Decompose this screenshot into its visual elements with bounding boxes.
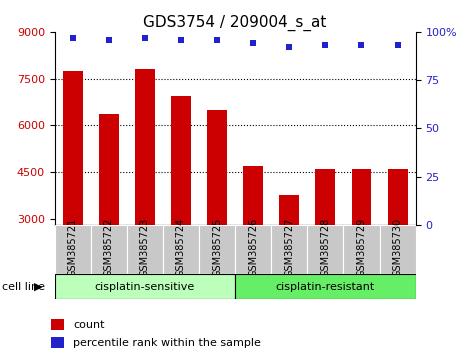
Text: GSM385723: GSM385723: [140, 217, 150, 277]
Bar: [163, 225, 199, 274]
Bar: [343, 225, 380, 274]
Point: [322, 42, 329, 48]
Text: cisplatin-resistant: cisplatin-resistant: [276, 282, 375, 292]
Bar: [51, 337, 64, 348]
Text: GSM385727: GSM385727: [284, 217, 294, 277]
Bar: [91, 225, 127, 274]
Bar: [51, 319, 64, 330]
Bar: [135, 69, 155, 225]
Text: GSM385729: GSM385729: [356, 217, 367, 277]
Bar: [55, 274, 235, 299]
Bar: [271, 225, 307, 274]
Text: GSM385728: GSM385728: [320, 217, 331, 277]
Bar: [127, 225, 163, 274]
Point: [141, 35, 149, 40]
Bar: [380, 225, 416, 274]
Bar: [352, 169, 371, 225]
Text: GSM385724: GSM385724: [176, 217, 186, 277]
Text: cisplatin-sensitive: cisplatin-sensitive: [95, 282, 195, 292]
Bar: [199, 225, 235, 274]
Text: cell line: cell line: [2, 282, 46, 292]
Text: count: count: [73, 320, 104, 330]
Bar: [388, 169, 408, 225]
Point: [177, 37, 185, 42]
Text: GSM385721: GSM385721: [67, 217, 78, 277]
Bar: [99, 114, 119, 225]
Text: GSM385722: GSM385722: [104, 217, 114, 277]
Text: percentile rank within the sample: percentile rank within the sample: [73, 338, 261, 348]
Bar: [207, 110, 227, 225]
Title: GDS3754 / 209004_s_at: GDS3754 / 209004_s_at: [143, 14, 327, 30]
Point: [69, 35, 76, 40]
Text: GSM385730: GSM385730: [392, 217, 403, 277]
Point: [249, 41, 257, 46]
Point: [358, 42, 365, 48]
Bar: [315, 169, 335, 225]
Point: [213, 37, 221, 42]
Bar: [279, 195, 299, 225]
Text: GSM385726: GSM385726: [248, 217, 258, 277]
Point: [285, 45, 293, 50]
Bar: [307, 225, 343, 274]
Point: [105, 37, 113, 42]
Point: [394, 42, 401, 48]
Bar: [63, 71, 83, 225]
Bar: [235, 274, 416, 299]
Text: ▶: ▶: [34, 282, 43, 292]
Text: GSM385725: GSM385725: [212, 217, 222, 277]
Bar: [171, 96, 191, 225]
Bar: [243, 166, 263, 225]
Bar: [55, 225, 91, 274]
Bar: [235, 225, 271, 274]
